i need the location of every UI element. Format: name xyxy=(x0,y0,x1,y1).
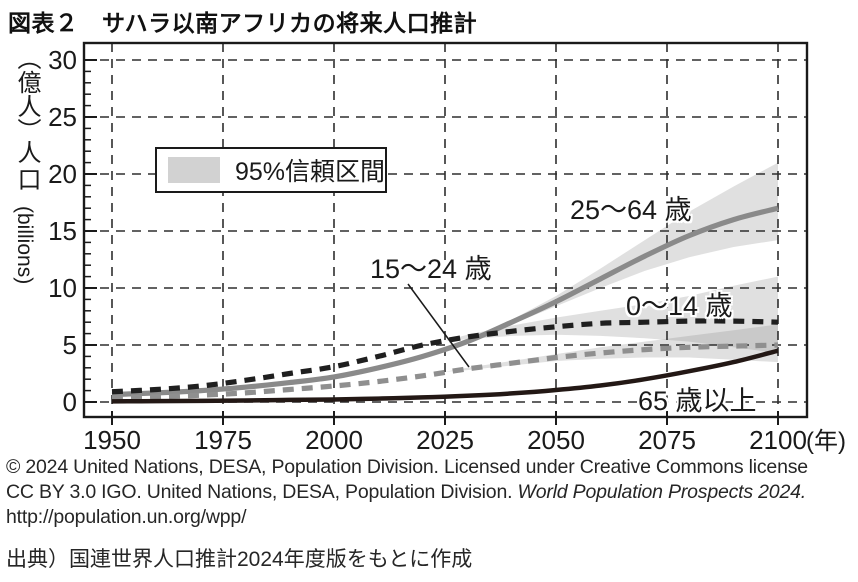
series-line-65歳以上 xyxy=(111,348,779,404)
y-tick-label-10: 10 xyxy=(48,273,77,303)
x-tick-label-2000: 2000 xyxy=(305,425,363,455)
y-tick-label-0: 0 xyxy=(63,387,77,417)
source-url: http://population.un.org/wpp/ xyxy=(6,506,247,528)
y-tick-label-25: 25 xyxy=(48,102,77,132)
y-tick-label-15: 15 xyxy=(48,216,77,246)
page-title: 図表２ サハラ以南アフリカの将来人口推計 xyxy=(8,10,478,36)
series-label-65-plus: 65 歳以上 xyxy=(638,386,757,416)
legend-label: 95%信頼区間 xyxy=(235,158,386,186)
x-axis-unit-label: (年) xyxy=(806,428,846,455)
x-tick-label-2075: 2075 xyxy=(638,425,696,455)
y-tick-label-20: 20 xyxy=(48,159,77,189)
series-line-15〜24歳 xyxy=(111,342,779,401)
y-tick-label-5: 5 xyxy=(63,330,77,360)
x-tick-label-1975: 1975 xyxy=(194,425,252,455)
series-label-15-24: 15〜24 歳 xyxy=(370,254,492,284)
x-tick-label-1950: 1950 xyxy=(83,425,141,455)
x-tick-label-2050: 2050 xyxy=(527,425,585,455)
source-note: 出典）国連世界人口推計2024年度版をもとに作成 xyxy=(6,548,473,571)
confidence-band-swatch xyxy=(168,157,220,183)
y-tick-label-30: 30 xyxy=(48,45,77,75)
series-line-0〜14歳 xyxy=(111,318,779,395)
series-label-0-14: 0〜14 歳 xyxy=(626,291,733,321)
y-axis-unit-en: (billions) xyxy=(13,206,36,285)
y-axis-label: 人口 xyxy=(13,140,40,194)
legend-confidence-interval: 95%信頼区間 xyxy=(155,147,387,193)
leader-line-15-24 xyxy=(407,283,470,368)
x-tick-label-2100: 2100 xyxy=(749,425,807,455)
y-axis-unit-jp: （億人） xyxy=(13,46,40,142)
publication-title: World Population Prospects 2024. xyxy=(517,481,807,503)
x-tick-label-2025: 2025 xyxy=(416,425,474,455)
series-label-25-64: 25〜64 歳 xyxy=(570,195,692,225)
series-line-25〜64歳 xyxy=(111,205,779,398)
copyright-line-1: © 2024 United Nations, DESA, Population … xyxy=(6,456,808,478)
copyright-line-2: CC BY 3.0 IGO. United Nations, DESA, Pop… xyxy=(6,481,806,504)
confidence-band-0〜14歳 xyxy=(445,276,778,353)
confidence-band-25〜64歳 xyxy=(445,162,778,349)
copyright-line-2-regular: CC BY 3.0 IGO. United Nations, DESA, Pop… xyxy=(6,481,518,503)
